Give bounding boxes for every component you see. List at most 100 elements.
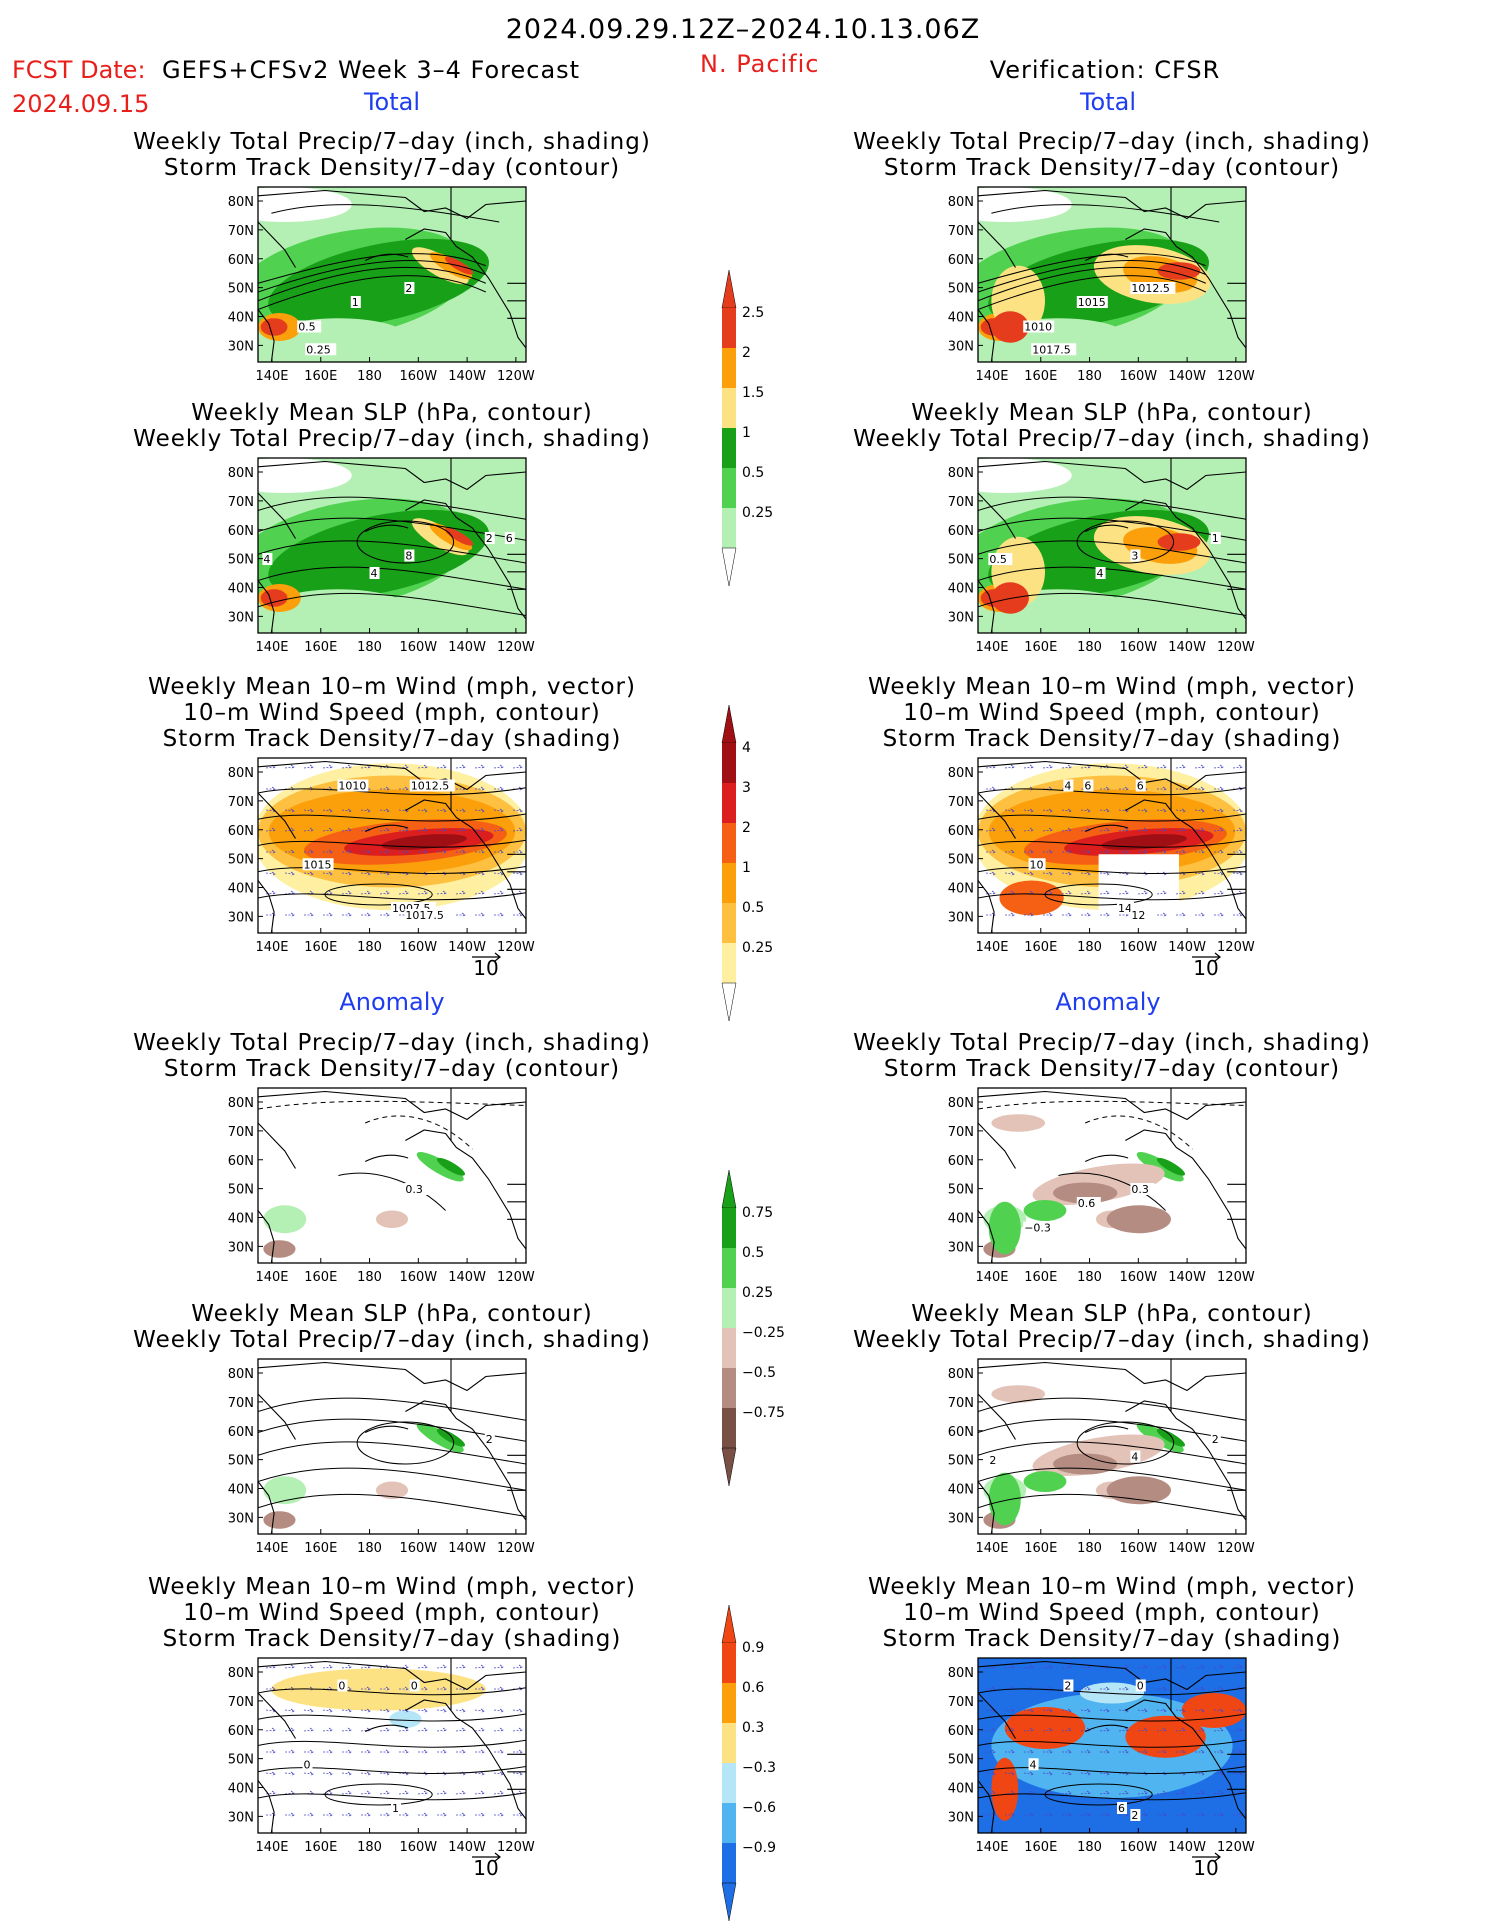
colorbar-label: 0.25 — [742, 940, 773, 956]
coastline — [1125, 1699, 1246, 1820]
lon-tick-label: 140W — [1168, 369, 1206, 384]
coastline — [405, 499, 526, 620]
coastline — [1084, 1724, 1129, 1732]
contour-label: 4 — [371, 567, 378, 580]
lon-tick-label: 160W — [1119, 1270, 1157, 1285]
map-plot-area: 1012.5 1015 1010 1017.5 140E 160E 180 160W 140W 1… — [948, 186, 1255, 384]
map-panel-7: Weekly Total Precip/7–day (inch, shading… — [133, 1030, 650, 1285]
coastline — [258, 1660, 526, 1691]
lat-tick-label: 40N — [228, 1212, 254, 1227]
contour-label: 8 — [405, 550, 412, 563]
colorbar-label: 0.5 — [742, 1245, 764, 1261]
contour-label: 6 — [1137, 780, 1144, 793]
lon-tick-label: 160E — [1024, 940, 1057, 955]
lat-tick-label: 40N — [228, 582, 254, 597]
lat-tick-label: 30N — [948, 910, 974, 925]
lon-tick-label: 160E — [1024, 1270, 1057, 1285]
lon-tick-label: 160W — [399, 1840, 437, 1855]
lon-tick-label: 160W — [399, 940, 437, 955]
lon-tick-label: 120W — [1217, 640, 1255, 655]
coastline — [1084, 253, 1129, 261]
colorbar-segment — [722, 903, 736, 943]
coastline — [258, 221, 296, 268]
coastline — [1125, 1400, 1246, 1521]
contour-label: 4 — [1131, 1451, 1138, 1464]
colorbar-segment — [722, 1328, 736, 1368]
map-panel-3: Weekly Mean SLP (hPa, contour)Weekly Tot… — [133, 400, 650, 655]
colorbar-segment — [722, 1683, 736, 1723]
coastline — [1227, 553, 1246, 590]
coastline — [978, 1481, 995, 1534]
lat-tick-label: 40N — [228, 882, 254, 897]
panel-title-line: Weekly Total Precip/7–day (inch, shading… — [853, 1327, 1371, 1353]
contour-label: 0.5 — [298, 321, 316, 334]
map-frame — [977, 186, 1247, 363]
lon-tick-label: 160W — [1119, 940, 1157, 955]
lat-tick-label: 60N — [228, 253, 254, 268]
lon-tick-label: 140W — [1168, 640, 1206, 655]
colorbar-segment — [722, 1723, 736, 1763]
contour-label: 1010 — [338, 780, 366, 793]
colorbar-segment — [722, 943, 736, 983]
contour-label: 0 — [1137, 1680, 1144, 1693]
lat-tick-label: 30N — [948, 610, 974, 625]
lon-tick-label: 180 — [1077, 1541, 1102, 1556]
contour-label: 2 — [405, 282, 412, 295]
contour-label: 2 — [486, 1433, 493, 1446]
lon-tick-label: 140E — [255, 940, 288, 955]
lat-tick-label: 50N — [948, 1753, 974, 1768]
vector-ref-label: 10 — [473, 956, 498, 980]
lat-tick-label: 80N — [228, 766, 254, 781]
coastline — [1084, 1425, 1129, 1433]
lat-tick-label: 50N — [228, 1183, 254, 1198]
colorbar-segment — [722, 388, 736, 428]
map-plot-area: 2 2 4 140E 160E 180 160W 140W 120W 80N 70N 60N 50N 40… — [948, 1358, 1255, 1556]
lat-tick-label: 30N — [948, 1240, 974, 1255]
lon-tick-label: 160W — [399, 1270, 437, 1285]
coastline — [978, 760, 1246, 791]
lon-tick-label: 120W — [497, 940, 535, 955]
lat-tick-label: 30N — [228, 1240, 254, 1255]
panel-title-line: Storm Track Density/7–day (shading) — [163, 1626, 622, 1652]
lat-tick-label: 80N — [948, 766, 974, 781]
lon-tick-label: 160W — [399, 640, 437, 655]
coastline — [1084, 524, 1129, 532]
coastline — [258, 1090, 526, 1121]
colorbar-segment — [722, 1368, 736, 1408]
lon-tick-label: 140W — [448, 1541, 486, 1556]
colorbar-segment — [722, 1288, 736, 1328]
lat-tick-label: 70N — [948, 795, 974, 810]
map-frame — [257, 1657, 527, 1834]
section-total-right: Total — [1079, 88, 1136, 116]
colorbar-label: 1 — [742, 425, 751, 441]
map-plot-area: 2 4 8 4 6 140E 160E 180 160W 140W 120W 80N 70N 60N 50N… — [228, 457, 535, 655]
map-panel-9: Weekly Mean SLP (hPa, contour)Weekly Tot… — [133, 1301, 650, 1556]
coastline — [364, 1154, 409, 1162]
lat-tick-label: 50N — [948, 853, 974, 868]
lon-tick-label: 120W — [1217, 1840, 1255, 1855]
verification-label: Verification: CFSR — [990, 56, 1221, 84]
coastline — [1227, 853, 1246, 890]
contour-label: −0.3 — [1024, 1222, 1051, 1235]
coastline — [258, 309, 275, 362]
coastline — [258, 1393, 296, 1440]
vector-ref-label: 10 — [473, 1856, 498, 1880]
contour-label: 0.3 — [405, 1183, 423, 1196]
contour-label: 14 — [1118, 902, 1132, 915]
fcst-model: GEFS+CFSv2 Week 3–4 Forecast — [162, 56, 580, 84]
lat-tick-label: 70N — [948, 1695, 974, 1710]
colorbar-label: 4 — [742, 740, 751, 756]
panel-title-line: Weekly Mean 10–m Wind (mph, vector) — [868, 1574, 1356, 1600]
contour-label: 1 — [352, 296, 359, 309]
contour-label: 1017.5 — [1032, 343, 1071, 356]
lon-tick-label: 140E — [255, 1840, 288, 1855]
lat-tick-label: 60N — [948, 1154, 974, 1169]
contour-label: 0.5 — [989, 553, 1007, 566]
contour-label: 0 — [338, 1680, 345, 1693]
lat-tick-label: 50N — [228, 853, 254, 868]
contour-label: 0.3 — [1131, 1183, 1149, 1196]
lat-tick-label: 50N — [228, 553, 254, 568]
lon-tick-label: 120W — [497, 640, 535, 655]
vector-ref-label: 10 — [1193, 956, 1218, 980]
